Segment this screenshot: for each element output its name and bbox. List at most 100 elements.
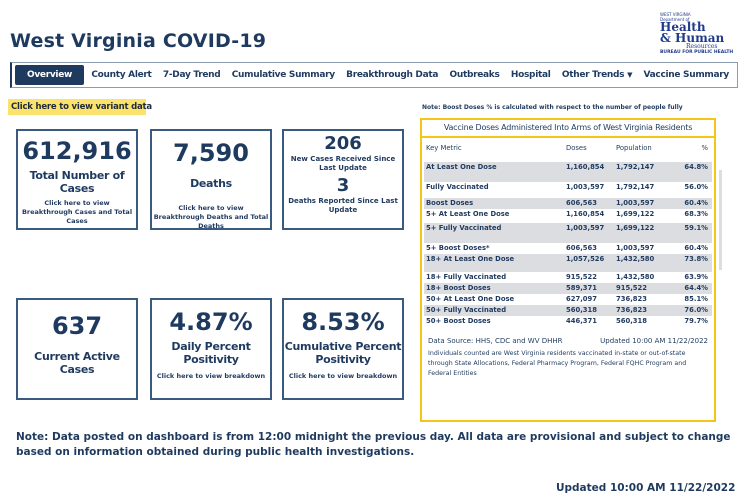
table-row: 5+ At Least One Dose 1,160,854 1,699,122 68… bbox=[424, 209, 712, 223]
deaths-value: 7,590 bbox=[173, 139, 249, 167]
metric-cell: Boost Doses bbox=[424, 198, 564, 209]
population-cell: 560,318 bbox=[616, 317, 647, 325]
metric-cell: 5+ Fully Vaccinated bbox=[424, 223, 564, 243]
logo-text: WEST VIRGINIA bbox=[660, 12, 691, 17]
new-deaths-label: Deaths Reported Since Last Update bbox=[288, 197, 398, 214]
percent-cell: 59.1% bbox=[666, 223, 712, 243]
tab-outbreaks[interactable]: Outbreaks bbox=[449, 70, 500, 80]
total-cases-label: Total Number of Cases bbox=[29, 169, 125, 195]
population-cell: 736,823 bbox=[614, 305, 666, 316]
population-cell: 1,699,122 bbox=[616, 210, 655, 218]
table-row: 18+ At Least One Dose 1,057,526 1,432,580 7… bbox=[424, 254, 712, 272]
nav-bar: Overview County Alert 7-Day Trend Cumula… bbox=[10, 62, 738, 88]
percent-cell: 73.8% bbox=[666, 254, 712, 272]
individuals-note: Individuals counted are West Virginia re… bbox=[428, 350, 687, 377]
population-cell: 1,003,597 bbox=[614, 198, 666, 209]
population-cell: 915,522 bbox=[614, 283, 666, 294]
daily-positivity-card[interactable]: 4.87% Daily Percent Positivity Click her… bbox=[150, 298, 272, 400]
table-row: Fully Vaccinated 1,003,597 1,792,147 56.0% bbox=[424, 182, 712, 198]
daily-breakdown-link[interactable]: Click here to view breakdown bbox=[156, 372, 266, 380]
doses-cell: 589,371 bbox=[564, 283, 614, 294]
logo-text: Department of bbox=[660, 17, 690, 22]
population-cell: 736,823 bbox=[616, 295, 647, 303]
doses-cell: 1,160,854 bbox=[564, 162, 614, 182]
doses-cell: 446,371 bbox=[566, 317, 597, 325]
percent-cell: 60.4% bbox=[666, 198, 712, 209]
data-source: Data Source: HHS, CDC and WV DHHR Update… bbox=[428, 337, 708, 345]
population-cell: 1,699,122 bbox=[614, 223, 666, 243]
population-cell: 1,432,580 bbox=[614, 254, 666, 272]
table-row: Boost Doses 606,563 1,003,597 60.4% bbox=[424, 198, 712, 209]
logo-text: & Human bbox=[660, 31, 725, 45]
breakthrough-cases-link[interactable]: Click here to view Breakthrough Cases an… bbox=[21, 199, 133, 225]
percent-cell: 64.4% bbox=[666, 283, 712, 294]
doses-cell: 1,003,597 bbox=[564, 223, 614, 243]
percent-cell: 76.0% bbox=[666, 305, 712, 316]
metric-cell: 50+ At Least One Dose bbox=[426, 295, 515, 303]
col-header: Key Metric bbox=[426, 144, 462, 152]
cumulative-positivity-label: Cumulative Percent Positivity bbox=[284, 340, 402, 366]
new-deaths-value: 3 bbox=[336, 175, 350, 196]
percent-cell: 56.0% bbox=[684, 183, 708, 191]
table-row: 5+ Fully Vaccinated 1,003,597 1,699,122 59.… bbox=[424, 223, 712, 243]
tab-county-alert[interactable]: County Alert bbox=[91, 70, 152, 80]
variant-data-link[interactable]: Click here to view variant data bbox=[8, 99, 152, 115]
daily-positivity-value: 4.87% bbox=[169, 308, 253, 336]
percent-cell: 79.7% bbox=[684, 317, 708, 325]
breakthrough-deaths-link[interactable]: Click here to view Breakthrough Deaths a… bbox=[153, 204, 269, 230]
cumulative-breakdown-link[interactable]: Click here to view breakdown bbox=[288, 372, 398, 380]
doses-cell: 1,160,854 bbox=[566, 210, 605, 218]
table-row: 5+ Boost Doses* 606,563 1,003,597 60.4% bbox=[424, 243, 712, 254]
metric-cell: At Least One Dose bbox=[424, 162, 564, 182]
doses-cell: 627,097 bbox=[566, 295, 597, 303]
percent-cell: 63.9% bbox=[684, 273, 708, 281]
population-cell: 1,432,580 bbox=[616, 273, 655, 281]
doses-cell: 1,003,597 bbox=[566, 183, 605, 191]
new-cases-value: 206 bbox=[324, 133, 362, 154]
logo-text: BUREAU FOR PUBLIC HEALTH bbox=[660, 50, 734, 55]
tab-breakthrough-data[interactable]: Breakthrough Data bbox=[346, 70, 439, 80]
total-cases-card[interactable]: 612,916 Total Number of Cases Click here… bbox=[16, 129, 138, 230]
footer-note: Note: Data posted on dashboard is from 1… bbox=[16, 431, 731, 458]
metric-cell: 50+ Fully Vaccinated bbox=[424, 305, 564, 316]
tab-vaccine-summary[interactable]: Vaccine Summary bbox=[643, 70, 729, 80]
tab-cumulative-summary[interactable]: Cumulative Summary bbox=[231, 70, 335, 80]
new-cases-card: 206 New Cases Received Since Last Update… bbox=[282, 129, 404, 230]
cumulative-positivity-card[interactable]: 8.53% Cumulative Percent Positivity Clic… bbox=[282, 298, 404, 400]
page-title: West Virginia COVID-19 bbox=[10, 30, 267, 52]
vaccine-updated: Updated 10:00 AM 11/22/2022 bbox=[600, 337, 708, 345]
percent-cell: 68.3% bbox=[684, 210, 708, 218]
doses-cell: 1,057,526 bbox=[564, 254, 614, 272]
table-row: 50+ At Least One Dose 627,097 736,823 85.1% bbox=[424, 294, 712, 305]
active-cases-value: 637 bbox=[51, 312, 103, 340]
population-cell: 1,003,597 bbox=[616, 244, 655, 252]
percent-cell: 60.4% bbox=[684, 244, 708, 252]
col-header: Doses bbox=[566, 144, 587, 152]
vaccine-panel: Vaccine Doses Administered Into Arms of … bbox=[420, 118, 716, 422]
tab-overview[interactable]: Overview bbox=[15, 65, 85, 85]
total-cases-value: 612,916 bbox=[22, 137, 132, 165]
logo-text: Health bbox=[660, 20, 706, 34]
table-scrollbar[interactable] bbox=[719, 170, 722, 270]
vaccine-table: Key Metric Doses Population % At Least O… bbox=[424, 138, 712, 327]
daily-positivity-label: Daily Percent Positivity bbox=[171, 340, 251, 366]
dhhr-logo: WEST VIRGINIA Department of Health & Hum… bbox=[660, 12, 740, 58]
tab-other-trends[interactable]: Other Trends ▼ bbox=[558, 70, 636, 80]
metric-cell: 18+ Fully Vaccinated bbox=[426, 273, 507, 281]
doses-cell: 606,563 bbox=[566, 244, 597, 252]
data-source-text: Data Source: HHS, CDC and WV DHHR bbox=[428, 337, 563, 345]
tab-7-day-trend[interactable]: 7-Day Trend bbox=[162, 70, 221, 80]
deaths-card[interactable]: 7,590 Deaths Click here to view Breakthr… bbox=[150, 129, 272, 230]
active-cases-label: Current Active Cases bbox=[34, 350, 120, 376]
table-row: At Least One Dose 1,160,854 1,792,147 64.8% bbox=[424, 162, 712, 182]
tab-label: Other Trends bbox=[561, 70, 625, 80]
deaths-label: Deaths bbox=[190, 177, 232, 190]
metric-cell: 18+ At Least One Dose bbox=[424, 254, 564, 272]
metric-cell: 5+ Boost Doses* bbox=[426, 244, 490, 252]
doses-cell: 606,563 bbox=[564, 198, 614, 209]
table-row: 18+ Fully Vaccinated 915,522 1,432,580 63.9… bbox=[424, 272, 712, 283]
table-row: 50+ Boost Doses 446,371 560,318 79.7% bbox=[424, 316, 712, 327]
active-cases-card: 637 Current Active Cases bbox=[16, 298, 138, 400]
tab-hospital[interactable]: Hospital bbox=[510, 70, 551, 80]
metric-cell: Fully Vaccinated bbox=[426, 183, 489, 191]
